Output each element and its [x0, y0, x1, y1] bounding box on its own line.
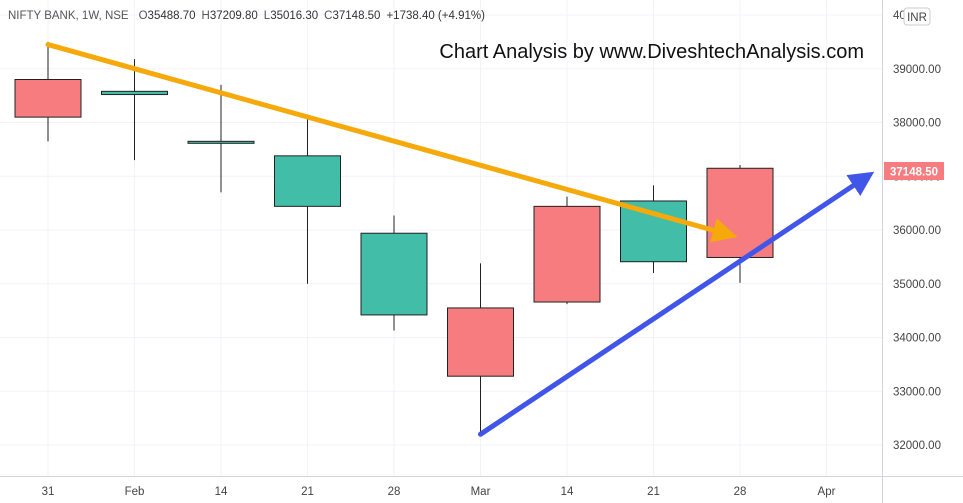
x-tick-label: 28: [734, 486, 747, 498]
x-tick-label: 14: [215, 486, 228, 498]
candle: [274, 117, 341, 284]
candle-body: [533, 205, 601, 303]
candle-body: [14, 79, 82, 118]
y-tick-label: 36000.00: [893, 225, 941, 237]
last-price-label: 37148.50: [890, 167, 938, 179]
x-tick-label: 21: [301, 486, 314, 498]
candle-body: [274, 155, 341, 207]
y-tick-label: 38000.00: [893, 118, 941, 130]
trendline-arrow[interactable]: [478, 171, 875, 437]
trendlines[interactable]: [45, 42, 875, 437]
low-key: L: [264, 10, 271, 22]
y-tick-label: 32000.00: [893, 440, 941, 452]
ohlc-header: NIFTY BANK, 1W, NSE O35488.70 H37209.80 L35…: [8, 10, 485, 22]
y-tick-label: 34000.00: [893, 333, 941, 345]
grid-lines: [0, 0, 882, 476]
close-key: C: [324, 10, 332, 22]
y-tick-label: 33000.00: [893, 386, 941, 398]
candle-body: [101, 90, 168, 96]
change-value: +1738.40 (+4.91%): [386, 10, 485, 22]
y-tick-label: 40: [893, 10, 906, 22]
currency-badge: INR: [903, 7, 931, 26]
candle-body: [360, 232, 428, 316]
candle: [360, 215, 428, 331]
y-tick-label: 35000.00: [893, 279, 941, 291]
time-axis[interactable]: 31 Feb 14 21 28 Mar 14 21 28 Apr: [42, 486, 836, 498]
x-tick-label: 21: [647, 486, 660, 498]
x-tick-label: 31: [42, 486, 55, 498]
trendline-arrow[interactable]: [45, 42, 738, 243]
watermark-text: Chart Analysis by www.DiveshtechAnalysis…: [439, 41, 864, 63]
close-value: 37148.50: [332, 10, 380, 22]
interval-label: 1W: [82, 10, 99, 22]
low-value: 35016.30: [270, 10, 318, 22]
candle: [101, 59, 168, 161]
candle-body: [706, 167, 774, 258]
x-tick-label: Mar: [471, 486, 491, 498]
candle: [187, 84, 255, 193]
x-tick-label: 28: [388, 486, 401, 498]
symbol-label: NIFTY BANK: [8, 10, 76, 22]
currency-label: INR: [907, 12, 927, 24]
open-value: 35488.70: [148, 10, 196, 22]
candle-body: [187, 140, 255, 144]
x-tick-label: Apr: [818, 486, 836, 498]
open-key: O: [139, 10, 148, 22]
exchange-label: NSE: [105, 10, 129, 22]
candle: [447, 263, 514, 432]
last-price-badge: 37148.50: [884, 162, 944, 180]
candle-body: [447, 307, 514, 377]
x-tick-label: Feb: [125, 486, 145, 498]
high-key: H: [202, 10, 210, 22]
candle-body: [620, 200, 687, 263]
y-tick-label: 39000.00: [893, 64, 941, 76]
candle: [533, 196, 601, 305]
high-value: 37209.80: [210, 10, 258, 22]
candle: [14, 41, 82, 142]
x-tick-label: 14: [561, 486, 574, 498]
price-axis[interactable]: 39000.0038000.0037000.0036000.0035000.00…: [893, 10, 941, 452]
